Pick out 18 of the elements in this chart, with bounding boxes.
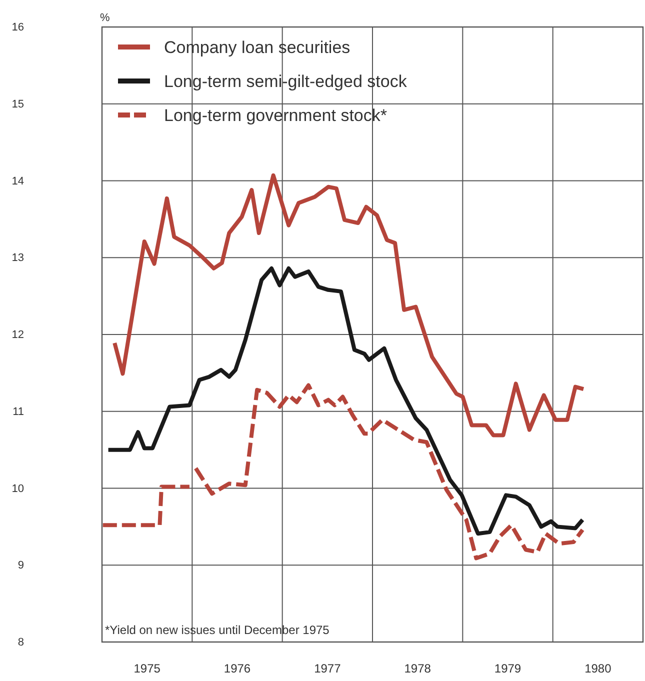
x-tick-label: 1978: [404, 662, 432, 676]
x-tick-label: 1975: [134, 662, 161, 676]
line-series: [106, 266, 585, 536]
y-tick-label: 13: [12, 252, 24, 264]
y-tick-label: 9: [18, 560, 24, 572]
y-tick-label: 14: [12, 175, 24, 188]
x-tick-label: 1977: [314, 662, 342, 676]
y-tick-label: 12: [12, 329, 24, 342]
y-axis-title: %: [100, 12, 110, 24]
x-tick-label: 1976: [224, 662, 251, 676]
y-tick-label: 8: [18, 636, 24, 649]
line-series: [112, 173, 586, 438]
x-tick-label: 1980: [584, 662, 612, 676]
y-tick-label: 11: [12, 406, 24, 418]
y-tick-label: 16: [12, 22, 24, 34]
x-tick-label: 1979: [494, 662, 522, 676]
y-tick-label: 10: [12, 482, 24, 495]
y-tick-label: 15: [12, 98, 24, 110]
